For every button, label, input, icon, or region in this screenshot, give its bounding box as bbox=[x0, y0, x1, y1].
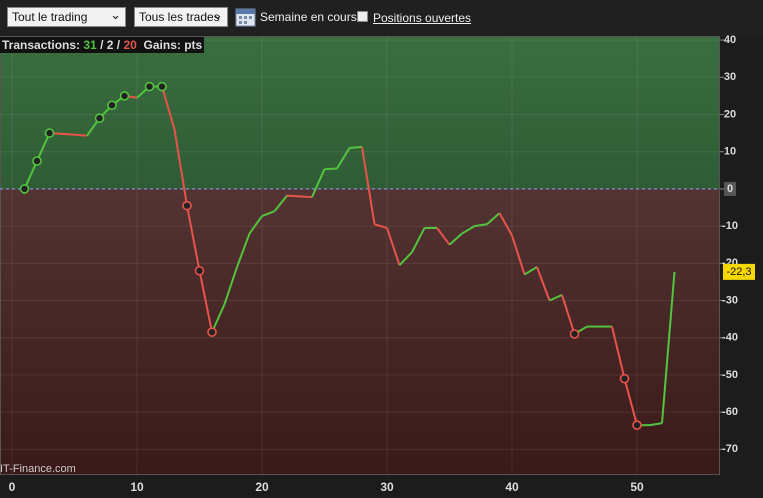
line-segment bbox=[336, 147, 351, 169]
line-segment bbox=[36, 132, 51, 162]
x-tick-label: 40 bbox=[505, 480, 519, 494]
last-value-box bbox=[723, 263, 755, 280]
point-marker bbox=[144, 81, 155, 92]
line-segment bbox=[511, 235, 526, 275]
line-segment bbox=[361, 146, 376, 225]
line-segment bbox=[611, 326, 626, 379]
line-segment bbox=[623, 378, 638, 426]
y-tick-label: -60 bbox=[722, 406, 738, 418]
open-positions-label[interactable]: Positions ouvertes bbox=[373, 11, 472, 25]
line-segment bbox=[311, 168, 326, 198]
line-segment bbox=[248, 215, 263, 235]
point-marker bbox=[632, 420, 642, 430]
neutral: 2 bbox=[106, 38, 114, 52]
summary: Transactions: 31 / 2 / 20 Gains: pts bbox=[0, 37, 205, 53]
y-tick-label: 30 bbox=[724, 71, 736, 83]
line-segment bbox=[211, 303, 226, 333]
unit: pts bbox=[184, 38, 203, 52]
line-segment bbox=[186, 205, 201, 271]
line-segment bbox=[649, 422, 663, 427]
line-segment bbox=[74, 133, 88, 137]
plot-border bbox=[0, 36, 720, 475]
wins: 31 bbox=[83, 38, 97, 52]
line-segment bbox=[223, 266, 238, 305]
line-segment bbox=[261, 210, 275, 217]
line-segment bbox=[411, 227, 426, 253]
line-segment bbox=[299, 195, 313, 199]
point-marker bbox=[32, 156, 42, 166]
line-segment bbox=[324, 167, 338, 171]
point-marker bbox=[182, 200, 192, 211]
line-segment bbox=[61, 132, 75, 136]
trades-select[interactable]: Tous les trades bbox=[134, 7, 228, 27]
line-segment bbox=[236, 233, 251, 268]
line-segment bbox=[474, 223, 488, 228]
y-tick-label: 20 bbox=[724, 108, 736, 120]
summary-label: Transactions: bbox=[2, 38, 81, 52]
toolbar: Tout le trading Tous les trades Semaine … bbox=[0, 0, 763, 36]
y-tick-label: -40 bbox=[722, 332, 738, 344]
line-segment bbox=[374, 223, 388, 229]
gains-label: Gains: bbox=[143, 38, 181, 52]
point-marker bbox=[44, 128, 55, 138]
line-segment bbox=[523, 266, 538, 276]
x-tick-label: 10 bbox=[130, 480, 144, 494]
checkbox[interactable] bbox=[357, 11, 368, 22]
y-tick-label: -70 bbox=[722, 443, 738, 455]
y-tick-label: 10 bbox=[724, 146, 736, 158]
point-marker bbox=[619, 373, 630, 384]
scope-select[interactable]: Tout le trading bbox=[7, 7, 126, 27]
point-marker bbox=[119, 91, 130, 101]
line-segment bbox=[549, 294, 563, 302]
point-marker bbox=[94, 113, 105, 124]
watermark: IT-Finance.com bbox=[0, 463, 76, 475]
y-tick-label: 40 bbox=[724, 34, 736, 46]
line-segment bbox=[198, 270, 213, 333]
point-marker bbox=[194, 265, 205, 276]
last-value-label: -22,3 bbox=[726, 266, 751, 278]
y-tick-label: -50 bbox=[722, 369, 738, 381]
line-segment bbox=[173, 129, 188, 206]
line-segment bbox=[161, 86, 176, 130]
y-tick-label: 0 bbox=[727, 183, 733, 195]
point-marker bbox=[19, 184, 30, 194]
point-marker bbox=[107, 100, 117, 110]
line-segment bbox=[398, 251, 413, 266]
line-segment bbox=[286, 194, 300, 198]
x-tick-label: 20 bbox=[255, 480, 269, 494]
line-segment bbox=[536, 266, 551, 301]
line-segment bbox=[349, 145, 363, 149]
point-marker bbox=[569, 329, 580, 339]
x-tick-label: 50 bbox=[630, 480, 644, 494]
line-segment bbox=[23, 160, 38, 190]
period-label: Semaine en cours bbox=[260, 10, 357, 24]
y-tick-label: -10 bbox=[722, 220, 738, 232]
x-tick-label: 30 bbox=[380, 480, 394, 494]
line-segment bbox=[436, 227, 451, 246]
line-segment bbox=[561, 294, 576, 335]
line-segment bbox=[461, 225, 476, 235]
separator: / bbox=[116, 38, 121, 52]
line-segment bbox=[448, 232, 463, 246]
line-segment bbox=[498, 212, 513, 236]
negative-zone bbox=[0, 188, 720, 475]
line-segment bbox=[661, 271, 676, 424]
positive-zone bbox=[0, 36, 720, 189]
zero-box bbox=[724, 181, 736, 196]
calendar-icon[interactable] bbox=[235, 6, 257, 28]
x-tick-label: 0 bbox=[9, 480, 16, 494]
separator: / bbox=[100, 38, 104, 52]
line-segment bbox=[486, 212, 501, 225]
point-marker bbox=[157, 81, 167, 92]
losses: 20 bbox=[123, 38, 137, 52]
y-tick-label: -30 bbox=[722, 294, 738, 306]
point-marker bbox=[207, 327, 217, 337]
line-segment bbox=[273, 194, 288, 212]
line-segment bbox=[386, 227, 401, 266]
